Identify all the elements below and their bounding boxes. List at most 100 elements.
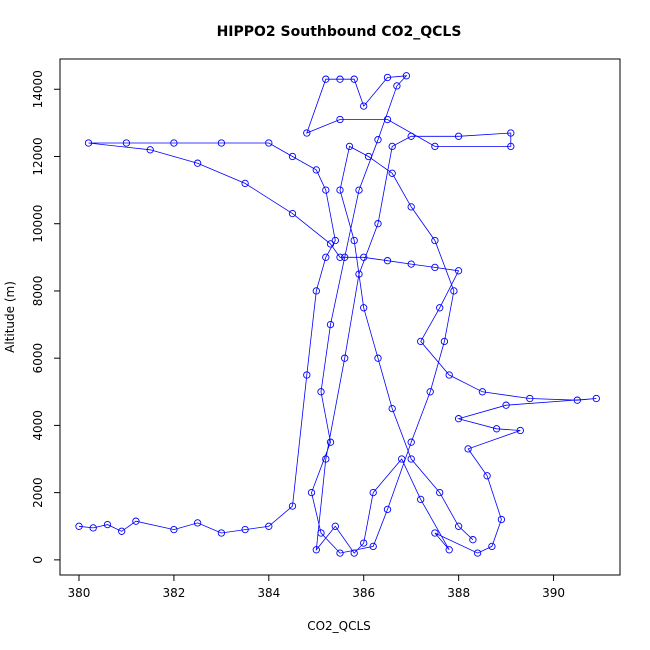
data-point	[89, 524, 97, 532]
data-point	[341, 354, 349, 362]
data-point	[350, 236, 358, 245]
data-point	[526, 394, 534, 403]
data-point	[374, 354, 382, 362]
data-point	[388, 142, 396, 151]
data-point	[312, 166, 320, 174]
data-point	[369, 488, 377, 497]
x-tick-label: 382	[162, 586, 185, 600]
series-line	[78, 75, 597, 554]
data-point	[516, 426, 524, 435]
data-point	[497, 515, 506, 524]
data-point	[488, 542, 496, 551]
data-point	[440, 337, 449, 346]
data-point	[507, 142, 515, 151]
data-point	[592, 394, 600, 403]
data-point	[345, 142, 354, 151]
data-point	[312, 287, 320, 295]
y-axis-label: Altitude (m)	[3, 281, 17, 353]
data-point	[473, 549, 482, 557]
data-point	[388, 169, 396, 177]
data-point	[431, 236, 439, 245]
data-point	[322, 253, 330, 261]
data-point	[369, 542, 377, 551]
data-point	[360, 102, 368, 110]
data-point	[360, 304, 368, 312]
y-tick-label: 4000	[31, 410, 45, 441]
data-point	[336, 253, 344, 261]
data-point	[383, 257, 392, 265]
data-point	[132, 517, 140, 525]
data-point	[336, 549, 344, 557]
data-point	[407, 455, 415, 463]
data-point	[241, 179, 249, 188]
data-point	[331, 236, 339, 245]
data-point	[288, 209, 297, 218]
data-point	[383, 505, 392, 514]
data-point	[193, 159, 202, 167]
data-point	[170, 525, 178, 534]
data-point	[336, 115, 344, 124]
data-point	[492, 425, 501, 433]
data-point	[265, 522, 273, 530]
data-point	[431, 263, 439, 272]
x-tick-label: 390	[542, 586, 565, 600]
data-point	[317, 388, 325, 396]
data-point	[454, 522, 463, 530]
data-point	[326, 240, 335, 248]
data-point	[436, 304, 444, 312]
data-point	[350, 549, 358, 557]
data-point	[445, 546, 453, 554]
data-point	[103, 520, 112, 529]
data-point	[241, 525, 249, 534]
data-point	[322, 455, 330, 463]
data-point	[312, 546, 320, 554]
data-point	[454, 267, 463, 275]
data-point	[402, 72, 411, 80]
y-tick-label: 2000	[31, 477, 45, 508]
data-point	[336, 75, 344, 83]
data-point	[573, 396, 581, 404]
data-point	[288, 502, 297, 510]
y-tick-label: 12000	[31, 137, 45, 175]
data-point	[502, 401, 510, 409]
data-point	[307, 488, 316, 497]
x-tick-label: 386	[352, 586, 375, 600]
data-point	[407, 438, 415, 446]
data-point	[331, 522, 339, 530]
x-axis: 380 382 384 386 388 390	[68, 574, 565, 600]
data-point	[454, 415, 463, 423]
plot-frame	[59, 58, 621, 576]
data-point	[303, 371, 311, 379]
data-point	[217, 529, 226, 537]
data-point	[450, 287, 458, 295]
data-point	[417, 337, 425, 346]
data-point	[383, 115, 392, 124]
x-axis-label: CO2_QCLS	[307, 619, 371, 633]
plot-area	[75, 72, 600, 557]
data-point	[426, 388, 434, 396]
data-point	[364, 152, 373, 161]
data-point	[431, 529, 439, 537]
y-tick-label: 8000	[31, 276, 45, 307]
y-tick-label: 10000	[31, 205, 45, 243]
data-point	[360, 253, 368, 261]
data-point	[170, 139, 178, 147]
data-point	[217, 139, 226, 147]
data-point	[75, 522, 83, 530]
data-point	[193, 519, 202, 527]
chart-title: HIPPO2 Southbound CO2_QCLS	[217, 24, 462, 40]
y-axis: 0 2000 4000 6000 8000 10000 12000 14000	[31, 70, 61, 564]
x-tick-label: 380	[68, 586, 91, 600]
y-tick-label: 6000	[31, 343, 45, 374]
data-point	[436, 488, 444, 497]
data-point	[303, 129, 311, 137]
data-point	[122, 139, 131, 147]
data-point	[388, 404, 396, 413]
data-point	[454, 132, 463, 140]
data-point	[326, 438, 335, 446]
data-point	[407, 132, 415, 140]
data-point	[326, 320, 335, 329]
x-tick-label: 388	[447, 586, 470, 600]
data-point	[350, 75, 358, 83]
